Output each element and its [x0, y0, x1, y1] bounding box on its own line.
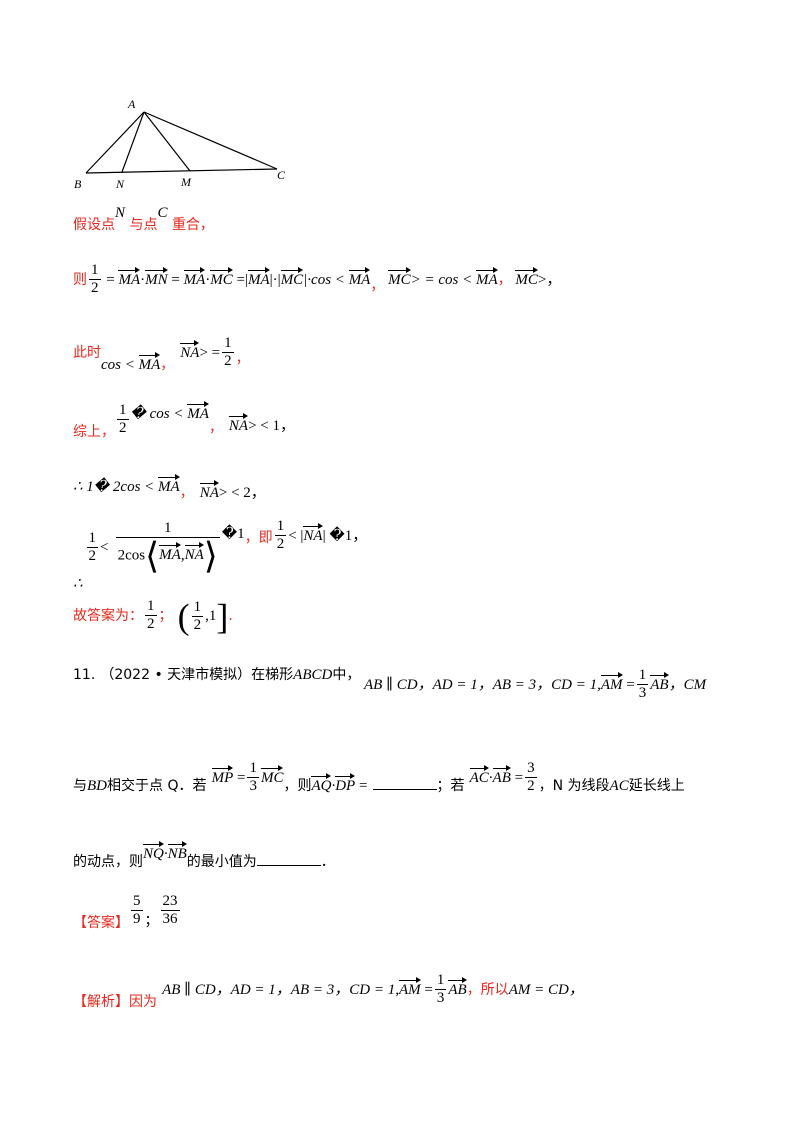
frac-one-over-cos: 1 2cos⟨MA,NA⟩ [115, 520, 220, 576]
problem-number: 11. [73, 667, 96, 683]
segment-am [143, 111, 191, 172]
label-m: M [180, 175, 192, 189]
assume-suffix: 重合， [171, 217, 214, 233]
therefore-line: ∴ 1� 2cos < MA， NA> < 2， [73, 474, 266, 501]
vec-nb: NB [167, 841, 187, 863]
vec-na: NA [199, 480, 220, 502]
vec-ma: MA [138, 352, 160, 374]
range-line: ∴ 1 2 < 1 2cos⟨MA,NA⟩ �1，即 1 2 < |NA| �1， [73, 517, 368, 592]
segment-ac: AC [609, 778, 629, 794]
conditions: AB ∥ CD，AD = 1，AB = 3，CD = 1, [364, 677, 601, 693]
vec-ma: MA [187, 401, 209, 423]
answer-frac-2: 23 36 [160, 893, 180, 927]
problem-source: （2022 • 天津市模拟）在梯形 [100, 667, 294, 683]
vec-ac: AC [469, 765, 489, 787]
vec-ma: MA [348, 267, 370, 289]
vec-ma: MA [158, 474, 180, 496]
label-c: C [277, 168, 286, 182]
vec-na: NA [303, 522, 323, 545]
previous-answer: 故答案为： 1 2； (1 2,1]. [73, 596, 233, 637]
vec-ma: MA [475, 267, 498, 289]
vec-ma: MA [118, 267, 140, 289]
vec-am: AM [600, 672, 623, 694]
now-line: 此时cos < MA，NA> = 1 2， [73, 335, 250, 373]
segment-ac [143, 111, 278, 170]
vec-na: NA [228, 413, 249, 435]
vec-mn: MN [145, 267, 168, 289]
sum-prefix: 综上， [73, 424, 115, 440]
answer-prefix: 故答案为： [73, 608, 143, 624]
assume-mid: 与点 [129, 217, 158, 233]
vec-mc: MC [515, 267, 538, 289]
therefore-symbol: ∴ [73, 575, 83, 592]
assume-prefix: 假设点 [73, 217, 115, 233]
vec-na: NA [184, 542, 204, 564]
vec-nq: NQ [143, 841, 164, 863]
analysis-result: AM = CD， [508, 982, 584, 998]
vec-ma: MA [159, 542, 181, 564]
point-n: N [115, 205, 126, 221]
segment-bc [85, 168, 278, 174]
answer-blank-1[interactable] [372, 777, 437, 790]
answer-blank-2[interactable] [256, 853, 321, 866]
segment-an [121, 111, 145, 173]
summary-line: 综上， 1 2 � cos < MA， NA> < 1， [73, 401, 296, 440]
vec-aq: AQ [311, 773, 332, 795]
vec-mc: MC [210, 267, 233, 289]
assume-line: 假设点N 与点C 重合， [73, 205, 214, 234]
vec-ma: MA [248, 267, 270, 289]
problem-line-1: 11. （2022 • 天津市模拟）在梯形ABCD中， [73, 667, 361, 683]
answer-line: 【答案】 5 9； 23 36 [73, 893, 180, 931]
vec-mp: MP [211, 765, 233, 787]
vec-na: NA [180, 340, 200, 362]
then-prefix: 则 [73, 272, 87, 288]
now-prefix: 此时 [73, 345, 101, 361]
analysis-conditions: AB ∥ CD，AD = 1，AB = 3，CD = 1, [162, 982, 399, 998]
problem-line-3: 的动点，则NQ·NB的最小值为． [73, 841, 335, 870]
vec-mc: MC [260, 765, 283, 787]
problem-conditions: AB ∥ CD，AD = 1，AB = 3，CD = 1,AM = 1 3 AB，CM [364, 667, 707, 701]
label-b: B [74, 177, 82, 191]
point-c: C [157, 205, 168, 221]
label-n: N [115, 177, 125, 191]
analysis-label: 【解析】 [73, 994, 129, 1010]
vec-mc: MC [280, 267, 303, 289]
segment-ab [85, 111, 145, 174]
problem-line-2: 与BD相交于点 Q．若 MP = 1 3 MC，则AQ·DP = ；若 AC·AB =… [73, 760, 685, 795]
vec-ma: MA [183, 267, 205, 289]
triangle-figure: A B N M C [74, 97, 286, 191]
vec-ab: AB [448, 977, 468, 999]
segment-bd: BD [87, 778, 107, 794]
answer-label: 【答案】 [73, 915, 129, 931]
vec-mc: MC [388, 267, 411, 289]
vec-am: AM [398, 977, 421, 999]
analysis-line: 【解析】因为 AB ∥ CD，AD = 1，AB = 3，CD = 1,AM =… [73, 972, 584, 1010]
trapezoid-name: ABCD [293, 667, 333, 683]
vec-ab: AB [492, 765, 512, 787]
label-a: A [127, 97, 136, 111]
vec-ab: AB [650, 672, 669, 694]
vec-dp: DP [335, 773, 356, 795]
